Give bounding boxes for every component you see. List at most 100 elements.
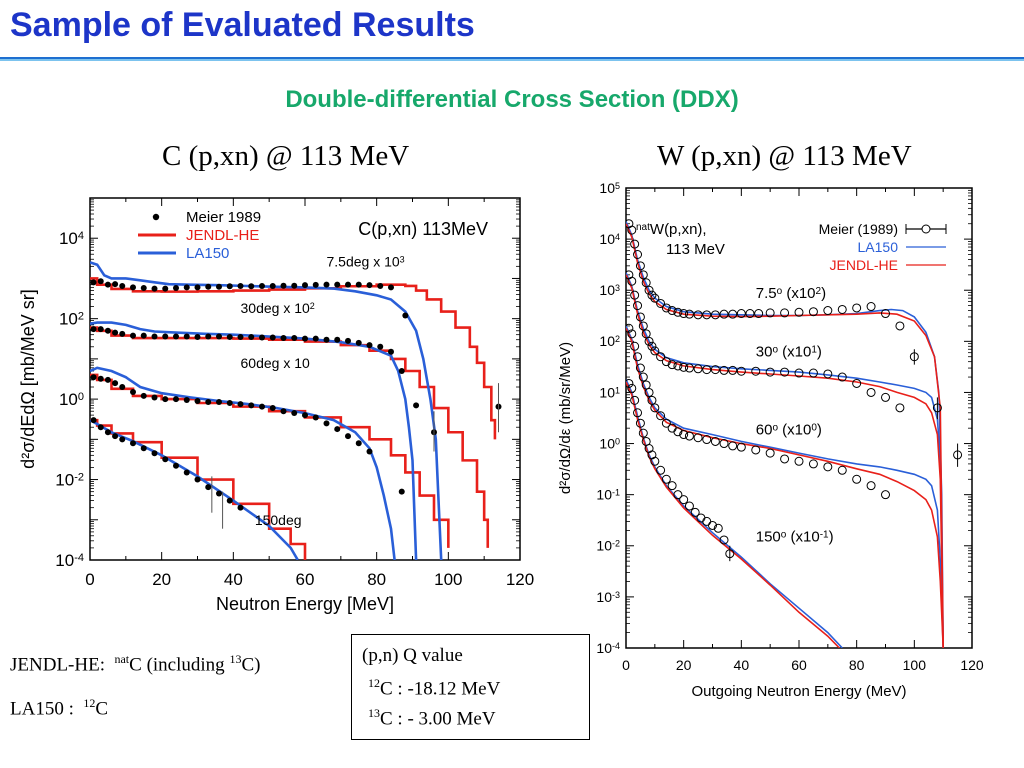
x-tick-label: 60	[791, 657, 807, 673]
data-point	[312, 281, 319, 288]
data-point	[638, 321, 648, 331]
data-point	[866, 387, 876, 397]
data-point	[355, 281, 362, 288]
data-point	[630, 239, 640, 249]
data-point	[719, 535, 729, 545]
data-point	[162, 333, 169, 340]
data-point	[635, 418, 645, 428]
data-point	[644, 285, 654, 295]
data-point	[641, 278, 651, 288]
legend-label: Meier 1989	[186, 209, 261, 226]
data-point	[355, 440, 362, 447]
data-point	[334, 281, 341, 288]
data-point	[183, 397, 190, 404]
data-point	[130, 284, 136, 291]
data-point	[173, 284, 179, 291]
data-point	[647, 395, 657, 405]
series-line-la150	[90, 261, 443, 560]
plot-area	[626, 219, 963, 648]
x-axis-label: Neutron Energy [MeV]	[216, 594, 394, 614]
data-point	[852, 378, 862, 388]
data-point	[679, 495, 689, 505]
data-point	[710, 310, 720, 320]
right-chart-heading: W (p,xn) @ 113 MeV	[657, 140, 912, 172]
data-point	[112, 380, 119, 387]
data-point	[151, 333, 158, 340]
legend-label: LA150	[858, 239, 899, 255]
data-point	[684, 431, 694, 441]
data-point	[679, 362, 689, 372]
data-point	[679, 430, 689, 440]
data-point	[679, 309, 689, 319]
data-point	[237, 504, 244, 511]
data-point	[216, 490, 222, 497]
data-point	[104, 327, 111, 334]
data-point	[837, 304, 847, 314]
y-tick-label: 100	[599, 435, 620, 451]
angle-annotation: 7.5o (x102)	[756, 285, 826, 302]
data-point	[205, 333, 212, 340]
x-tick-label: 40	[224, 570, 243, 589]
data-point	[194, 476, 201, 483]
data-point	[194, 334, 201, 341]
data-point	[183, 469, 190, 476]
data-point	[808, 368, 818, 378]
angle-annotation: 150deg	[255, 512, 302, 528]
data-point	[661, 418, 671, 428]
data-point	[140, 332, 147, 339]
data-point	[402, 312, 409, 319]
x-tick-label: 80	[367, 570, 386, 589]
data-point	[881, 490, 890, 500]
data-point	[635, 312, 645, 322]
data-point	[366, 342, 373, 349]
data-point	[627, 383, 637, 393]
data-point	[690, 507, 700, 517]
data-point	[151, 285, 158, 292]
x-tick-label: 60	[296, 570, 315, 589]
y-tick-label: 105	[599, 180, 620, 196]
data-point	[90, 417, 97, 424]
data-point	[736, 309, 746, 319]
series-line-jendl-he	[626, 327, 944, 648]
data-point	[808, 307, 818, 317]
y-tick-label: 102	[59, 310, 84, 329]
data-point	[881, 309, 890, 319]
data-point	[736, 366, 746, 376]
data-point	[112, 433, 119, 440]
data-point	[302, 282, 308, 289]
data-point	[162, 285, 169, 292]
data-point	[667, 306, 677, 316]
data-point	[323, 420, 330, 427]
data-point	[413, 402, 420, 409]
data-point	[194, 397, 201, 404]
data-point	[269, 282, 276, 289]
series-line-jendl-he	[90, 418, 307, 560]
data-point	[745, 309, 755, 319]
data-point	[641, 329, 651, 339]
series-line-la150	[90, 321, 418, 560]
angle-annotation: 60o (x100)	[756, 422, 822, 439]
data-point	[728, 309, 738, 319]
plot-frame	[89, 197, 521, 561]
chart-title: C(p,xn) 113MeV	[358, 219, 488, 239]
data-point	[895, 321, 905, 331]
x-tick-label: 100	[434, 570, 462, 589]
y-axis-label: d²σ/dΩ/dε (mb/sr/MeV)	[557, 342, 574, 494]
data-point	[151, 450, 158, 457]
data-point	[205, 398, 212, 405]
data-point	[656, 465, 666, 475]
y-tick-label: 101	[599, 384, 620, 400]
data-point	[226, 283, 233, 290]
data-point	[312, 414, 319, 421]
data-point	[280, 282, 287, 289]
data-point	[366, 448, 373, 455]
angle-annotation: 60deg x 10	[241, 355, 310, 371]
data-point	[291, 335, 298, 342]
data-point	[302, 412, 308, 419]
y-tick-label: 100	[59, 390, 84, 409]
data-point	[702, 365, 712, 375]
data-point	[291, 282, 298, 289]
data-point	[366, 282, 373, 289]
data-point	[638, 270, 648, 280]
data-point	[130, 332, 136, 339]
